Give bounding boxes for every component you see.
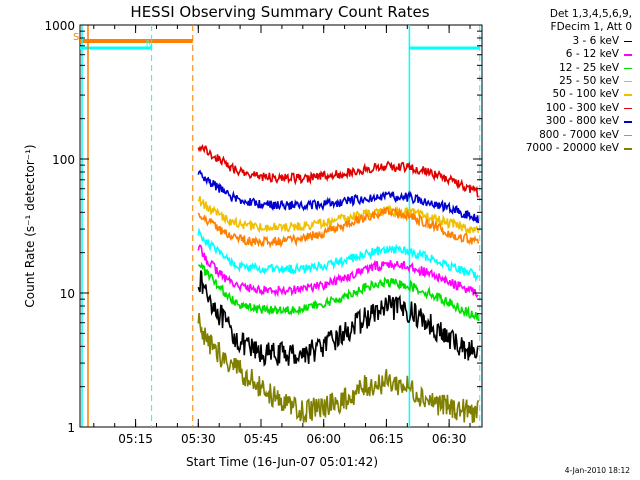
legend-entries: 3 - 6 keV 6 - 12 keV 12 - 25 keV 25 - 50 ke… bbox=[480, 35, 632, 156]
legend-entry: 12 - 25 keV bbox=[480, 62, 632, 75]
legend-label: 25 - 50 keV bbox=[559, 75, 619, 88]
x-tick-label: 06:30 bbox=[432, 432, 467, 446]
series-line bbox=[198, 261, 480, 322]
legend-entry: 300 - 800 keV bbox=[480, 115, 632, 128]
legend-label: 7000 - 20000 keV bbox=[525, 142, 619, 155]
legend-entry: 50 - 100 keV bbox=[480, 88, 632, 101]
x-tick-label: 05:15 bbox=[118, 432, 153, 446]
legend-label: 3 - 6 keV bbox=[572, 34, 619, 47]
y-tick-label: 1000 bbox=[44, 19, 75, 33]
legend-label: 800 - 7000 keV bbox=[539, 128, 619, 141]
legend: Det 1,3,4,5,6,9, FDecim 1, Att 0 3 - 6 k… bbox=[480, 8, 632, 155]
legend-swatch bbox=[624, 148, 632, 150]
legend-entry: 100 - 300 keV bbox=[480, 102, 632, 115]
legend-header-detectors: Det 1,3,4,5,6,9, bbox=[549, 8, 632, 20]
legend-label: 6 - 12 keV bbox=[565, 48, 619, 61]
legend-entry: 800 - 7000 keV bbox=[480, 129, 632, 142]
series-line bbox=[197, 227, 480, 283]
legend-swatch bbox=[624, 40, 632, 43]
legend-swatch bbox=[624, 121, 632, 123]
legend-entry: 6 - 12 keV bbox=[480, 48, 632, 61]
flag-label: N bbox=[146, 39, 153, 50]
series-line bbox=[197, 144, 479, 198]
x-tick-label: 06:15 bbox=[369, 432, 404, 446]
y-tick-label: 100 bbox=[52, 153, 75, 167]
axes: 05:15 05:30 05:45 06:00 06:15 06:30 1 10 100 1000 bbox=[44, 19, 482, 446]
series-line bbox=[197, 206, 480, 249]
series-line bbox=[197, 313, 480, 424]
y-tick-label: 1 bbox=[67, 421, 75, 435]
legend-label: 300 - 800 keV bbox=[545, 115, 619, 128]
chart-title: HESSI Observing Summary Count Rates bbox=[130, 3, 429, 21]
series-line bbox=[197, 169, 480, 224]
legend-swatch bbox=[624, 54, 632, 56]
series-line bbox=[197, 196, 480, 236]
footer-date: 4-Jan-2010 18:12 bbox=[564, 466, 630, 475]
legend-label: 100 - 300 keV bbox=[545, 101, 619, 114]
legend-swatch bbox=[624, 107, 632, 110]
series-line bbox=[197, 270, 479, 367]
x-tick-label: 06:00 bbox=[306, 432, 341, 446]
legend-swatch bbox=[624, 94, 632, 96]
attenuator-flags: SN bbox=[73, 25, 481, 427]
y-axis-label: Count Rate (s⁻¹ detector⁻¹) bbox=[23, 144, 37, 307]
x-axis-label: Start Time (16-Jun-07 05:01:42) bbox=[186, 455, 378, 469]
legend-swatch bbox=[624, 134, 632, 137]
legend-header-decimation: FDecim 1, Att 0 bbox=[550, 21, 632, 34]
x-tick-label: 05:45 bbox=[244, 432, 279, 446]
series-line bbox=[197, 244, 479, 298]
series-layer bbox=[197, 144, 480, 424]
legend-entry: 7000 - 20000 keV bbox=[480, 142, 632, 155]
legend-entry: 25 - 50 keV bbox=[480, 75, 632, 88]
legend-swatch bbox=[624, 80, 632, 83]
legend-entry: 3 - 6 keV bbox=[480, 35, 632, 48]
plot-frame bbox=[79, 24, 483, 428]
flag-label: S bbox=[73, 32, 79, 43]
x-tick-label: 05:30 bbox=[181, 432, 216, 446]
legend-label: 50 - 100 keV bbox=[552, 88, 619, 101]
y-tick-label: 10 bbox=[60, 287, 75, 301]
legend-label: 12 - 25 keV bbox=[559, 61, 619, 74]
legend-swatch bbox=[624, 67, 632, 70]
